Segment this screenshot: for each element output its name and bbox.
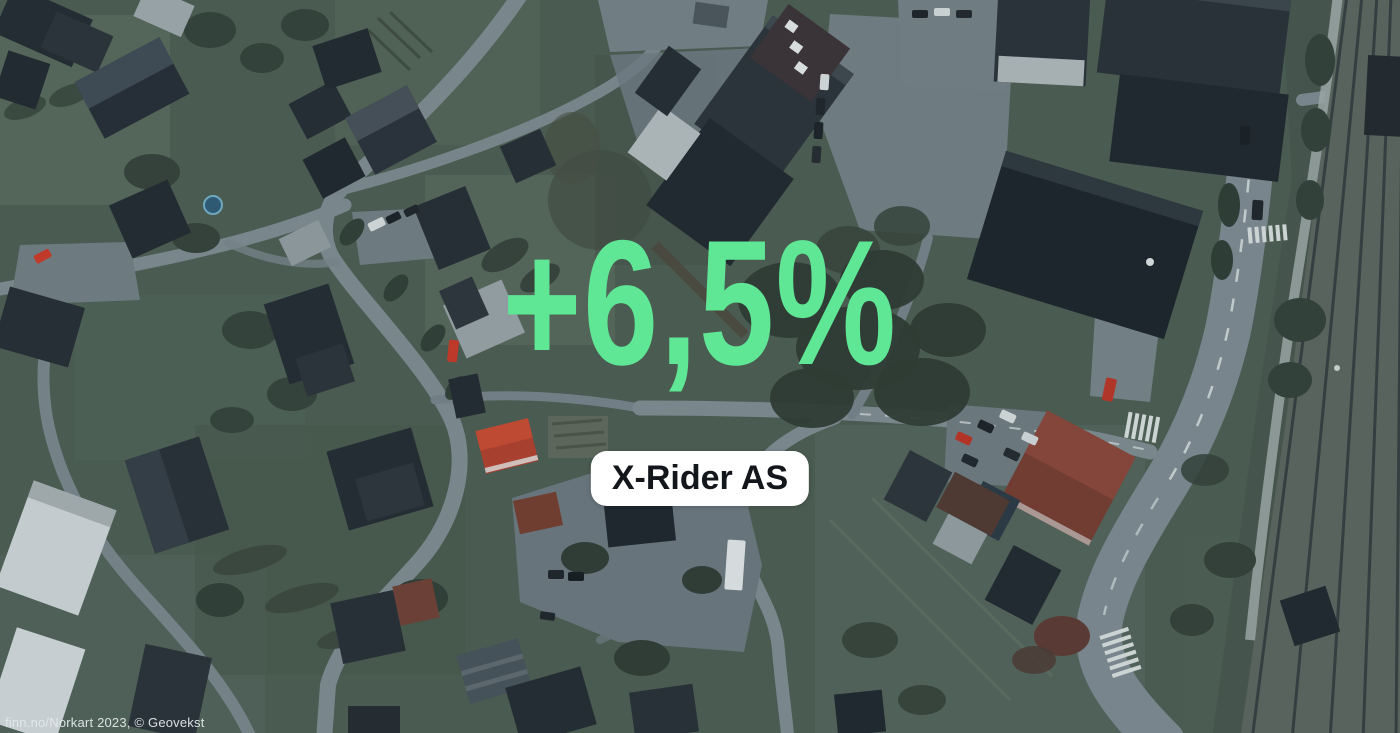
company-name: X-Rider AS xyxy=(611,459,789,497)
attribution-text: finn.no/Norkart 2023, © Geovekst xyxy=(5,715,205,730)
vehicles-layer xyxy=(33,8,1340,621)
vegetation-layer xyxy=(4,9,1335,715)
company-badge: X-Rider AS xyxy=(590,451,810,506)
percentage-text: +6,5% xyxy=(502,203,898,402)
